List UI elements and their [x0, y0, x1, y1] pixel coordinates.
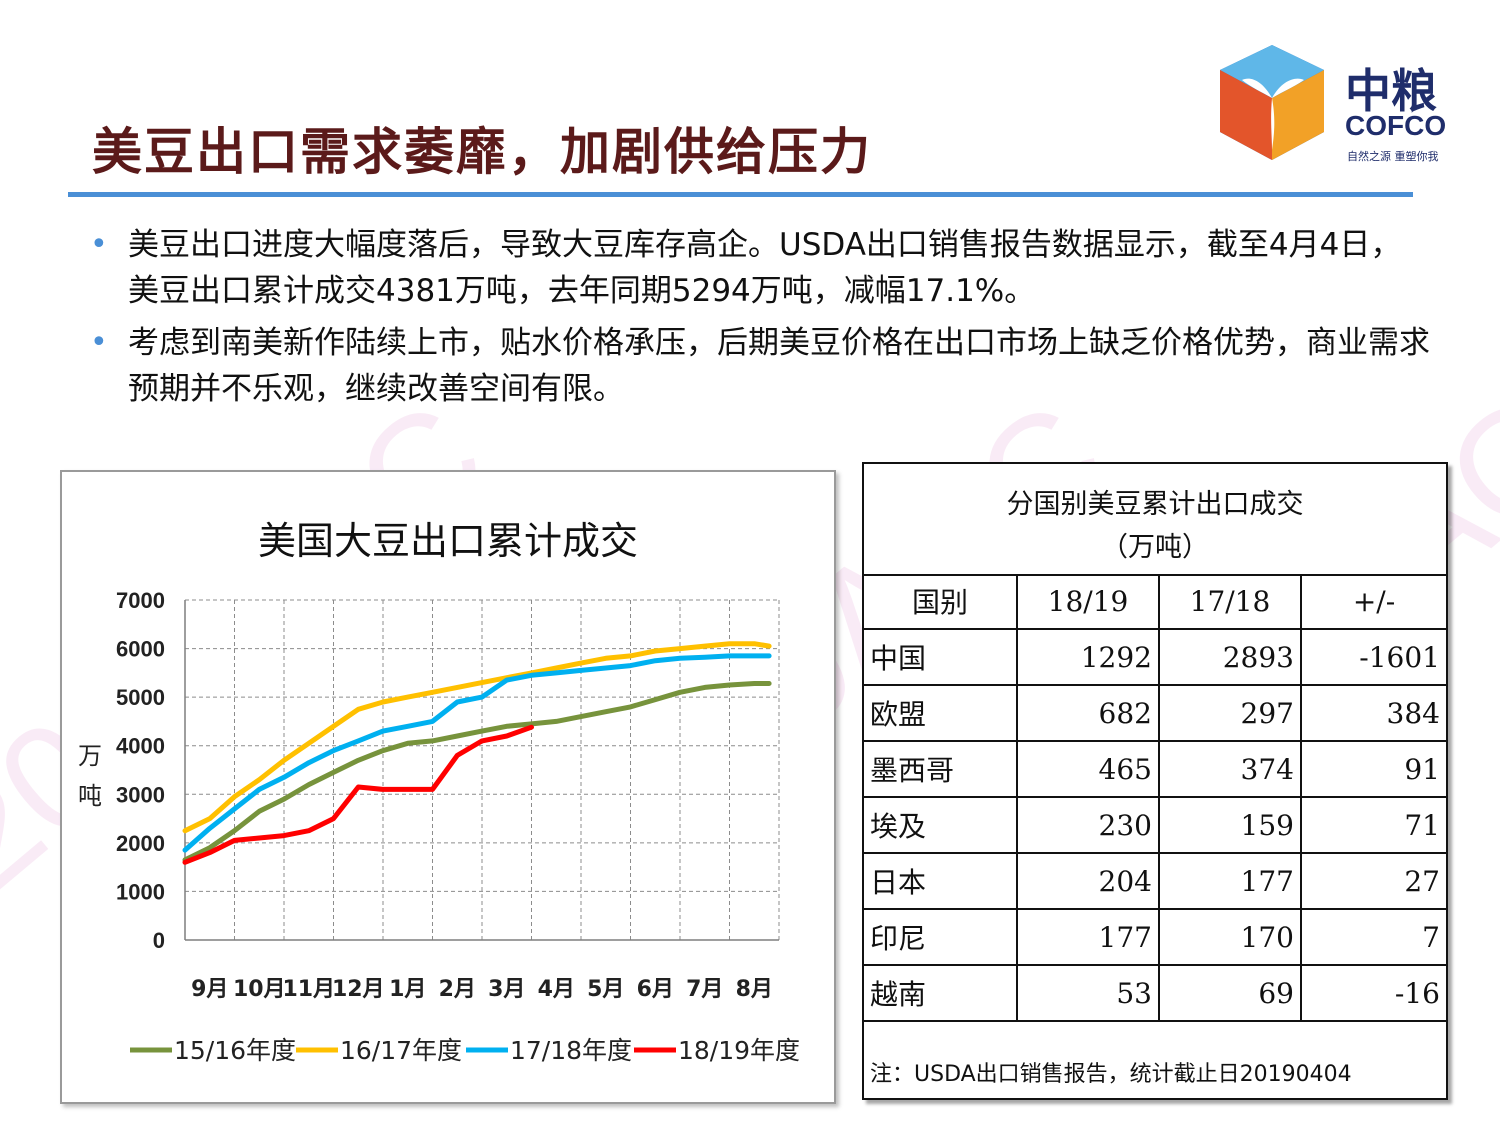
diff-cell: 27: [1300, 852, 1446, 910]
value-cell: 1292: [1016, 628, 1160, 686]
header-cell: 18/19: [1016, 574, 1160, 630]
diff-cell: 384: [1300, 684, 1446, 742]
y-axis-label: 万: [78, 742, 102, 770]
diff-cell: -1601: [1300, 628, 1446, 686]
diff-cell: 7: [1300, 908, 1446, 966]
series-line: [182, 724, 534, 865]
value-cell: 53: [1016, 964, 1160, 1022]
bullet-item: 美豆出口进度大幅度落后，导致大豆库存高企。USDA出口销售报告数据显示，截至4月…: [90, 222, 1430, 314]
y-axis-label: 吨: [78, 782, 102, 810]
series-line: [182, 681, 772, 863]
value-cell: 170: [1158, 908, 1302, 966]
legend-label: 18/19年度: [678, 1036, 800, 1065]
table-note: 注：USDA出口销售报告，统计截止日20190404: [870, 1062, 1352, 1087]
logo-text-en: COFCO: [1345, 110, 1447, 141]
y-tick-label: 6000: [116, 637, 165, 662]
x-tick-label: 3月: [488, 977, 525, 1002]
header-cell: 国别: [864, 574, 1018, 630]
table-row: 欧盟 682 297 384: [864, 684, 1446, 742]
value-cell: 374: [1158, 740, 1302, 798]
line-chart: 0 1000 2000 3000 4000 5000 6000 7000 9月 10月11月12月…: [78, 588, 800, 1065]
country-cell: 中国: [864, 628, 1018, 686]
x-tick-label: 6月: [637, 977, 674, 1002]
table-title-block: 分国别美豆累计出口成交 （万吨）: [864, 464, 1446, 576]
x-tick-label: 8月: [736, 977, 773, 1002]
cofco-logo-icon: [1220, 45, 1324, 160]
country-cell: 日本: [864, 852, 1018, 910]
y-tick-label: 3000: [116, 782, 165, 807]
x-tick-label: 12月: [332, 977, 385, 1002]
table-row: 埃及 230 159 71: [864, 796, 1446, 854]
bullet-list: 美豆出口进度大幅度落后，导致大豆库存高企。USDA出口销售报告数据显示，截至4月…: [90, 222, 1430, 418]
country-cell: 印尼: [864, 908, 1018, 966]
title-divider: [68, 192, 1413, 197]
x-tick-label: 2月: [439, 977, 476, 1002]
table-row: 越南 53 69 -16: [864, 964, 1446, 1022]
table-header-row: 国别 18/19 17/18 +/-: [864, 574, 1446, 630]
table-row: 中国 1292 2893 -1601: [864, 628, 1446, 686]
x-tick-label: 10月: [233, 977, 286, 1002]
table-row: 日本 204 177 27: [864, 852, 1446, 910]
value-cell: 69: [1158, 964, 1302, 1022]
y-tick-label: 1000: [116, 879, 165, 904]
y-tick-label: 2000: [116, 831, 165, 856]
y-tick-label: 5000: [116, 685, 165, 710]
legend-label: 17/18年度: [510, 1036, 632, 1065]
table-title: 分国别美豆累计出口成交: [1006, 489, 1304, 520]
value-cell: 177: [1016, 908, 1160, 966]
x-tick-label: 4月: [538, 977, 575, 1002]
x-tick-label: 9月: [191, 977, 228, 1002]
x-tick-label: 11月: [282, 977, 335, 1002]
value-cell: 465: [1016, 740, 1160, 798]
export-table: 国别 18/19 17/18 +/- 中国 1292 2893 -1601 欧盟…: [864, 574, 1446, 1022]
country-cell: 越南: [864, 964, 1018, 1022]
diff-cell: -16: [1300, 964, 1446, 1022]
chart-panel: 美国大豆出口累计成交 0 1000 2000 3000 4000 5000 6000 7000…: [60, 470, 836, 1104]
country-cell: 埃及: [864, 796, 1018, 854]
chart-title: 美国大豆出口累计成交: [257, 519, 638, 563]
value-cell: 177: [1158, 852, 1302, 910]
table-unit: （万吨）: [1101, 532, 1209, 563]
country-cell: 墨西哥: [864, 740, 1018, 798]
y-tick-label: 4000: [116, 734, 165, 759]
series-line: [182, 641, 772, 834]
bullet-item: 考虑到南美新作陆续上市，贴水价格承压，后期美豆价格在出口市场上缺乏价格优势，商业…: [90, 320, 1430, 412]
y-tick-label: 7000: [116, 588, 165, 613]
diff-cell: 71: [1300, 796, 1446, 854]
value-cell: 159: [1158, 796, 1302, 854]
logo-text-cn: 中粮: [1345, 64, 1437, 118]
header-cell: +/-: [1300, 574, 1446, 630]
legend-label: 16/17年度: [340, 1036, 462, 1065]
header-cell: 17/18: [1158, 574, 1302, 630]
value-cell: 230: [1016, 796, 1160, 854]
page-title: 美豆出口需求萎靡，加剧供给压力: [92, 123, 872, 181]
export-table-panel: 分国别美豆累计出口成交 （万吨） 国别 18/19 17/18 +/- 中国 1…: [862, 462, 1448, 1100]
value-cell: 204: [1016, 852, 1160, 910]
country-cell: 欧盟: [864, 684, 1018, 742]
y-tick-label: 0: [153, 928, 165, 953]
value-cell: 682: [1016, 684, 1160, 742]
value-cell: 2893: [1158, 628, 1302, 686]
legend-label: 15/16年度: [174, 1036, 296, 1065]
table-row: 印尼 177 170 7: [864, 908, 1446, 966]
x-tick-label: 5月: [587, 977, 624, 1002]
diff-cell: 91: [1300, 740, 1446, 798]
x-tick-label: 1月: [389, 977, 426, 1002]
table-row: 墨西哥 465 374 91: [864, 740, 1446, 798]
value-cell: 297: [1158, 684, 1302, 742]
logo-slogan: 自然之源 重塑你我: [1347, 150, 1439, 163]
series-line: [182, 653, 772, 853]
x-tick-label: 7月: [686, 977, 723, 1002]
